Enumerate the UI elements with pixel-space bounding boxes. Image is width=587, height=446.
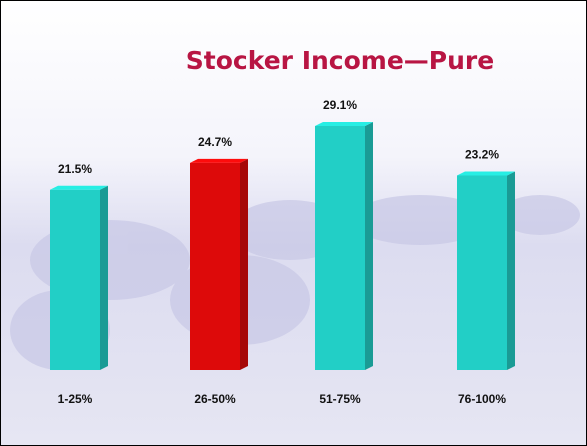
bar-side [240,158,248,370]
x-tick-label: 1-25% [58,392,93,406]
x-tick-label: 76-100% [458,392,506,406]
bar [190,162,240,370]
x-tick-label: 26-50% [194,392,236,406]
bar-side [100,185,108,370]
bar-top [50,185,108,190]
bar-top [190,158,248,163]
bar [50,189,100,370]
value-label: 24.7% [198,135,232,149]
bar-side [365,122,373,370]
value-label: 23.2% [465,148,499,162]
bar-side [507,171,515,370]
value-label: 29.1% [323,98,357,112]
bar [315,126,365,370]
value-label: 21.5% [58,162,92,176]
bar [457,175,507,370]
bar-top [457,171,515,176]
x-tick-label: 51-75% [319,392,361,406]
chart-title: Stocker Income—Pure [186,46,494,75]
bar-top [315,122,373,126]
